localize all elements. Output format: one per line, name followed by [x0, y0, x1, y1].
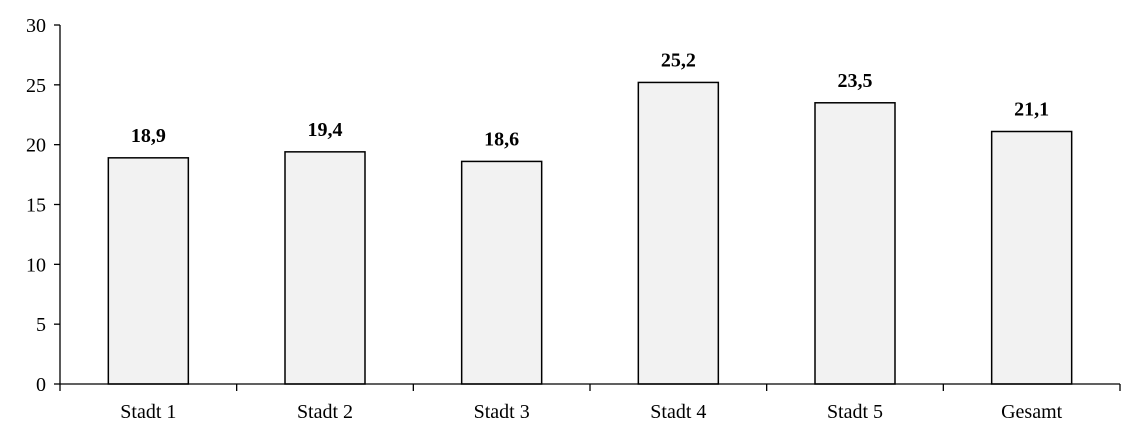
y-tick-label: 0 [36, 374, 46, 396]
x-category-label: Stadt 5 [827, 401, 883, 423]
y-tick-label: 25 [26, 75, 46, 97]
x-category-label: Stadt 3 [474, 401, 530, 423]
bar [107, 157, 190, 385]
y-tick-label: 20 [26, 135, 46, 157]
bar-value-label: 18,9 [131, 125, 166, 147]
bars [107, 81, 1073, 385]
data-labels: 18,9 19,4 18,6 25,2 23,5 21,1 [131, 49, 1049, 150]
x-axis-labels: Stadt 1 Stadt 2 Stadt 3 Stadt 4 Stadt 5 Gesam… [120, 401, 1062, 423]
y-axis-ticks: 0 5 10 15 20 25 30 [26, 15, 60, 396]
y-tick-label: 5 [36, 314, 46, 336]
x-axis-ticks [59, 384, 1121, 391]
x-category-label: Stadt 1 [120, 401, 176, 423]
x-category-label: Stadt 4 [650, 401, 706, 423]
bar-value-label: 23,5 [838, 70, 873, 92]
bar-value-label: 18,6 [484, 128, 519, 150]
y-tick-label: 10 [26, 254, 46, 276]
bar-value-label: 25,2 [661, 49, 696, 71]
y-tick-label: 30 [26, 15, 46, 37]
x-category-label: Gesamt [1001, 401, 1063, 423]
bar [460, 160, 543, 385]
y-tick-label: 15 [26, 195, 46, 217]
x-category-label: Stadt 2 [297, 401, 353, 423]
bar-value-label: 21,1 [1014, 99, 1049, 121]
bar [284, 151, 366, 385]
bar-value-label: 19,4 [308, 119, 343, 141]
bar [637, 81, 720, 385]
bar [814, 102, 896, 385]
bar [990, 130, 1073, 385]
